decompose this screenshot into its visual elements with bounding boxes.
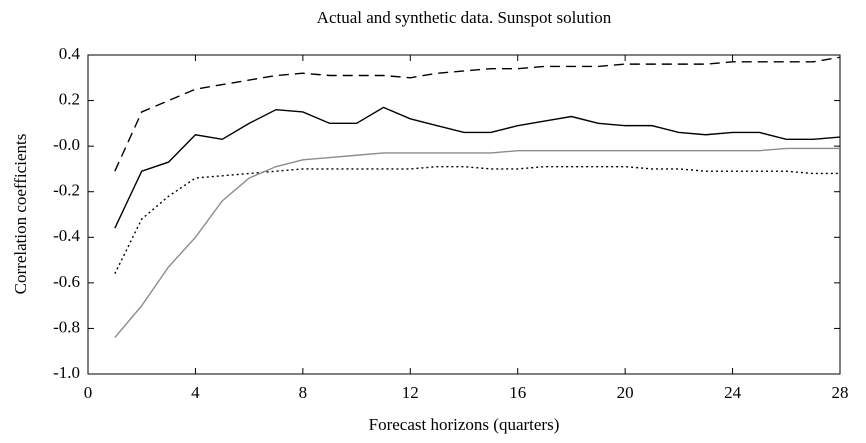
x-tick-label: 28	[832, 383, 849, 402]
y-tick-label: -0.2	[53, 181, 80, 200]
y-tick-label: -0.4	[53, 226, 80, 245]
y-tick-label: -0.8	[53, 317, 80, 336]
x-tick-label: 12	[402, 383, 419, 402]
x-axis-label: Forecast horizons (quarters)	[369, 415, 560, 434]
x-tick-label: 20	[617, 383, 634, 402]
chart-title: Actual and synthetic data. Sunspot solut…	[317, 8, 612, 27]
series-line	[114, 165, 840, 275]
y-tick-label: 0.4	[59, 44, 81, 63]
plot-frame	[87, 54, 841, 375]
x-tick-label: 16	[509, 383, 526, 402]
y-tick-label: -1.0	[53, 363, 80, 382]
series-line	[114, 147, 840, 338]
y-axis-label: Correlation coefficients	[11, 134, 30, 295]
y-tick-label: 0.2	[59, 89, 80, 108]
series-line	[114, 56, 841, 172]
series-line	[114, 106, 841, 229]
y-tick-label: -0.6	[53, 272, 80, 291]
x-tick-label: 8	[299, 383, 308, 402]
x-tick-label: 0	[84, 383, 93, 402]
x-tick-label: 4	[191, 383, 200, 402]
x-tick-label: 24	[724, 383, 742, 402]
y-tick-label: -0.0	[53, 135, 80, 154]
